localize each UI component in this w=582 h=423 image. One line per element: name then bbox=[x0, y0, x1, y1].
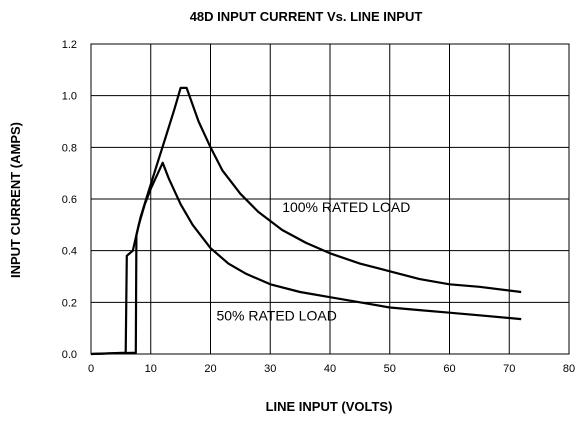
x-tick-label: 30 bbox=[264, 363, 276, 375]
y-tick-label: 0.4 bbox=[62, 246, 77, 258]
y-tick-label: 1.2 bbox=[62, 39, 77, 51]
x-tick-label: 10 bbox=[145, 363, 157, 375]
x-tick-label: 60 bbox=[443, 363, 455, 375]
x-tick-label: 70 bbox=[503, 363, 515, 375]
y-tick-label: 0.6 bbox=[62, 194, 77, 206]
y-tick-label: 0.0 bbox=[62, 349, 77, 361]
x-tick-label: 50 bbox=[384, 363, 396, 375]
x-tick-labels: 0 10 20 30 40 50 60 70 80 bbox=[88, 363, 575, 375]
series-annotation-1: 100% RATED LOAD bbox=[282, 199, 410, 215]
plot-frame bbox=[90, 43, 570, 355]
x-axis-label: LINE INPUT (VOLTS) bbox=[266, 399, 393, 414]
x-tick-label: 40 bbox=[324, 363, 336, 375]
annotations: 100% RATED LOAD 50% RATED LOAD bbox=[216, 199, 410, 323]
x-tick-label: 0 bbox=[88, 363, 94, 375]
chart-title: 48D INPUT CURRENT Vs. LINE INPUT bbox=[190, 9, 423, 24]
y-tick-label: 0.8 bbox=[62, 142, 77, 154]
x-tick-label: 20 bbox=[204, 363, 216, 375]
y-tick-label: 0.2 bbox=[62, 297, 77, 309]
grid bbox=[91, 44, 569, 354]
series-line-2 bbox=[90, 161, 522, 356]
x-tick-label: 80 bbox=[563, 363, 575, 375]
series-lines bbox=[90, 86, 522, 356]
y-tick-labels: 0.0 0.2 0.4 0.6 0.8 1.0 1.2 bbox=[62, 39, 77, 361]
y-axis-label: INPUT CURRENT (AMPS) bbox=[8, 122, 23, 278]
series-annotation-2: 50% RATED LOAD bbox=[216, 307, 336, 323]
y-tick-label: 1.0 bbox=[62, 91, 77, 103]
